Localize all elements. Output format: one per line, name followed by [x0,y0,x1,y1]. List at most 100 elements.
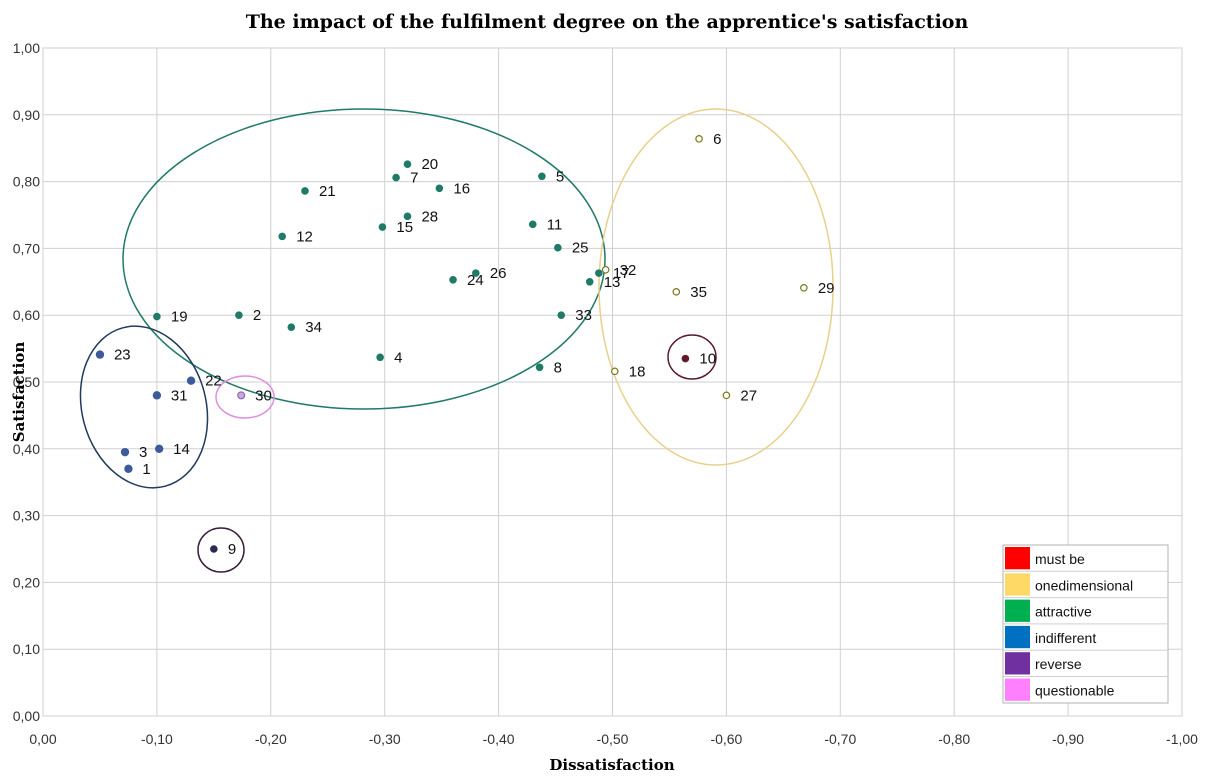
y-tick-label: 0,90 [13,107,40,123]
legend-label-onedimensional: onedimensional [1035,577,1133,593]
data-point-15 [378,223,387,231]
data-point-27 [722,391,731,400]
data-label-34: 34 [305,319,322,336]
legend-swatch-onedimensional [1005,573,1030,596]
chart-title: The impact of the fulfilment degree on t… [246,11,969,33]
data-point-10 [681,354,690,363]
x-tick-label: -0,60 [710,731,742,747]
data-label-23: 23 [114,347,131,364]
questionable-cluster-ellipse [215,375,275,419]
data-label-19: 19 [171,309,188,326]
data-label-4: 4 [394,349,402,366]
data-point-26 [472,269,480,277]
y-tick-label: 0,00 [13,708,40,724]
x-tick-label: 0,00 [29,731,56,747]
data-label-12: 12 [296,228,313,245]
data-point-20 [403,160,412,169]
data-label-26: 26 [490,265,507,282]
legend-label-reverse: reverse [1035,656,1082,672]
legend-label-attractive: attractive [1035,604,1092,620]
data-point-6 [695,135,703,143]
data-point-29 [800,284,808,292]
data-label-2: 2 [253,307,261,324]
legend-swatch-attractive [1005,599,1030,622]
x-tick-label: -0,10 [141,731,173,747]
reverse-cluster-ellipse-10 [667,334,717,380]
data-point-22 [186,376,196,385]
data-label-30: 30 [255,387,272,404]
data-label-3: 3 [139,444,147,461]
data-point-18 [610,367,619,376]
data-point-14 [154,444,164,453]
onedimensional-cluster-ellipse [598,108,834,466]
data-label-33: 33 [575,307,592,324]
data-point-31 [152,391,162,400]
data-label-20: 20 [421,156,438,173]
data-label-24: 24 [467,272,484,289]
data-point-5 [538,172,546,181]
data-label-16: 16 [453,180,470,197]
data-point-12 [278,232,286,241]
data-points: 1234567891011121314151617181920212223242… [95,131,835,558]
legend-swatch-questionable [1005,678,1030,701]
legend-swatch-reverse [1005,652,1030,675]
indifferent-cluster-ellipse [79,325,209,489]
data-label-18: 18 [629,363,646,380]
cluster-ellipses [79,108,834,573]
data-point-16 [435,184,444,193]
x-tick-label: -0,20 [255,731,287,747]
legend-label-indifferent: indifferent [1035,630,1096,646]
data-label-15: 15 [396,219,413,236]
x-tick-label: -0,50 [597,731,629,747]
y-axis-ticks: 0,00 0,10 0,20 0,30 0,40 0,50 0,60 0,70 0,80 0,90… [13,40,40,724]
data-label-13: 13 [604,274,621,291]
y-axis-label: Satisfaction [10,342,28,443]
y-tick-label: 0,10 [13,641,40,657]
attractive-cluster-ellipse [122,108,606,410]
legend: must be onedimensional attractive indiffere… [1002,544,1169,704]
data-point-3 [120,447,130,457]
data-point-1 [124,464,133,474]
data-label-10: 10 [699,351,716,368]
data-point-2 [235,311,243,320]
data-label-27: 27 [740,387,757,404]
y-tick-label: 0,50 [13,374,40,390]
x-axis-label: Dissatisfaction [549,756,674,774]
data-label-7: 7 [410,170,418,187]
data-point-8 [535,363,544,372]
data-label-14: 14 [173,441,190,458]
data-label-21: 21 [319,183,336,200]
data-point-7 [392,173,400,182]
y-tick-label: 1,00 [13,40,40,56]
data-point-21 [301,187,309,195]
data-label-28: 28 [421,208,438,225]
x-tick-label: -0,80 [938,731,970,747]
data-point-34 [287,323,296,332]
data-point-19 [153,312,161,321]
data-label-1: 1 [142,461,150,478]
legend-swatch-indifferent [1005,625,1030,649]
data-point-35 [672,288,681,296]
x-axis-ticks: 0,00 -0,10 -0,20 -0,30 -0,40 -0,50 -0,60 -0,70 -… [29,731,1198,747]
data-label-9: 9 [228,541,236,558]
y-tick-label: 0,70 [13,240,40,256]
data-point-30 [237,391,246,400]
data-point-17 [595,269,603,277]
x-tick-label: -0,90 [1052,731,1084,747]
data-label-32: 32 [620,262,637,279]
data-label-29: 29 [818,280,835,297]
data-point-23 [95,350,105,359]
legend-swatch-must_be [1005,547,1030,570]
data-label-25: 25 [572,240,589,257]
x-tick-label: -0,40 [483,731,515,747]
legend-label-must_be: must be [1035,551,1085,567]
data-point-11 [528,220,537,229]
data-label-11: 11 [547,216,563,233]
data-label-5: 5 [556,168,564,185]
y-tick-label: 0,30 [13,508,40,524]
y-tick-label: 0,20 [13,574,40,590]
data-point-32 [601,265,610,274]
data-label-31: 31 [171,387,188,404]
y-tick-label: 0,60 [13,307,40,323]
